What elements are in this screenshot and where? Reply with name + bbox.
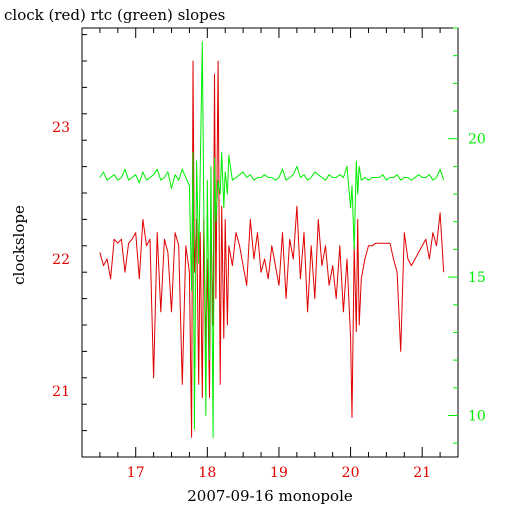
chart-title: clock (red) rtc (green) slopes bbox=[4, 6, 225, 24]
right-y-axis-ticks: 10 15 20 bbox=[448, 27, 486, 444]
plot-frame bbox=[81, 27, 459, 458]
rtc-slope-line bbox=[99, 41, 445, 439]
series-layer bbox=[99, 41, 445, 439]
right-tick-label: 20 bbox=[468, 132, 486, 148]
left-y-axis-ticks: 21 22 23 bbox=[52, 34, 87, 458]
x-axis-label: 2007-09-16 monopole bbox=[187, 487, 353, 505]
x-axis-ticks: 17 18 19 20 21 bbox=[81, 28, 459, 481]
x-tick-label: 18 bbox=[198, 465, 216, 481]
left-tick-label: 23 bbox=[52, 120, 70, 136]
left-tick-label: 21 bbox=[52, 384, 70, 400]
right-tick-label: 15 bbox=[468, 270, 486, 286]
x-tick-label: 19 bbox=[270, 465, 288, 481]
left-tick-label: 22 bbox=[52, 252, 70, 268]
y-axis-label: clockslope bbox=[10, 205, 28, 285]
x-tick-label: 20 bbox=[342, 465, 360, 481]
right-tick-label: 10 bbox=[468, 408, 486, 424]
x-tick-label: 21 bbox=[413, 465, 431, 481]
clock-slope-line bbox=[99, 60, 445, 438]
x-tick-label: 17 bbox=[127, 465, 145, 481]
